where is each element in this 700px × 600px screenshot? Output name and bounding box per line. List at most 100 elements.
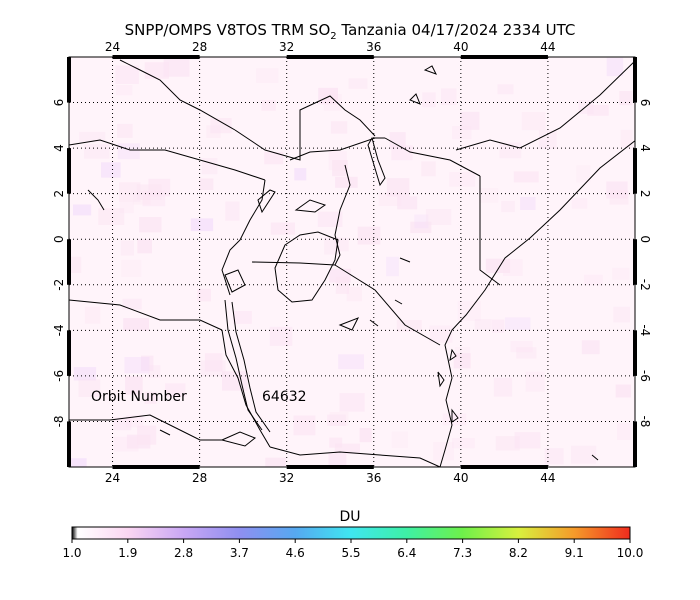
lake-rukwa bbox=[338, 317, 360, 331]
lake-turkana bbox=[367, 136, 386, 187]
lake-victoria bbox=[274, 231, 339, 303]
lat-tick-label-right: 2 bbox=[638, 190, 652, 198]
lat-tick-label-right: -2 bbox=[638, 279, 652, 291]
colorbar-tick-label: 6.4 bbox=[397, 546, 416, 560]
so2-pixel bbox=[327, 414, 346, 426]
zambia-border bbox=[69, 299, 223, 331]
so2-pixel bbox=[332, 160, 348, 177]
island-pemba bbox=[449, 348, 457, 362]
so2-pixel bbox=[201, 158, 218, 175]
colorbar-tick-label: 2.8 bbox=[174, 546, 193, 560]
so2-pixel bbox=[612, 267, 630, 280]
sudan-border bbox=[234, 95, 376, 161]
right-tick-bar bbox=[633, 148, 637, 194]
lake-malawi bbox=[221, 329, 271, 448]
lat-tick-label-left: 4 bbox=[52, 144, 66, 152]
so2-pixel bbox=[123, 318, 149, 331]
mozambique-border bbox=[269, 446, 441, 467]
somalia-ethiopia-border bbox=[479, 176, 501, 286]
lat-tick-label-right: 4 bbox=[638, 144, 652, 152]
ethiopia-kenya-border bbox=[384, 137, 481, 177]
colorbar-tick-label: 3.7 bbox=[230, 546, 249, 560]
lat-tick-label-right: -4 bbox=[638, 324, 652, 336]
so2-pixel bbox=[148, 178, 171, 197]
so2-pixel bbox=[414, 214, 429, 229]
angola-border bbox=[69, 414, 222, 441]
so2-pixel bbox=[190, 218, 214, 232]
lake-albert bbox=[257, 189, 276, 214]
so2-pixel bbox=[293, 415, 316, 436]
so2-pixel bbox=[359, 428, 372, 443]
so2-pixel bbox=[544, 448, 564, 465]
title-subscript: 2 bbox=[330, 31, 336, 42]
so2-pixel bbox=[199, 178, 214, 190]
so2-pixel bbox=[84, 144, 110, 159]
south-sudan-border bbox=[289, 137, 385, 161]
so2-pixel bbox=[119, 182, 141, 202]
so2-pixel bbox=[115, 65, 139, 84]
so2-pixel bbox=[504, 317, 531, 330]
lat-tick-label-right: -6 bbox=[638, 370, 652, 382]
lon-tick-label-top: 28 bbox=[192, 40, 207, 54]
lat-tick-label-left: -4 bbox=[52, 324, 66, 336]
lat-tick-label-left: -2 bbox=[52, 279, 66, 291]
so2-pixel bbox=[425, 209, 452, 225]
so2-pixel bbox=[339, 393, 365, 412]
map-title: SNPP/OMPS V8TOS TRM SO2 Tanzania 04/17/2… bbox=[125, 21, 576, 42]
so2-pixel bbox=[69, 256, 82, 273]
small-lakes bbox=[87, 189, 599, 461]
red-sea-islands bbox=[409, 65, 438, 105]
colorbar-ramp bbox=[71, 526, 631, 540]
so2-pixel bbox=[334, 443, 360, 454]
lon-tick-label-bottom: 40 bbox=[453, 471, 468, 485]
so2-pixel bbox=[330, 121, 348, 134]
so2-pixel bbox=[613, 306, 630, 323]
right-tick-bar bbox=[633, 57, 637, 103]
top-tick-bar bbox=[286, 55, 374, 59]
so2-pixel bbox=[261, 100, 276, 111]
lat-tick-label-right: -8 bbox=[638, 415, 652, 427]
left-tick-bar bbox=[67, 421, 71, 467]
so2-pixel bbox=[144, 391, 157, 404]
lon-tick-label-top: 44 bbox=[540, 40, 555, 54]
so2-pixel bbox=[335, 276, 350, 294]
coastlines-and-borders bbox=[69, 59, 635, 467]
left-tick-bar bbox=[67, 148, 71, 194]
so2-pixel bbox=[422, 92, 436, 108]
so2-pixel bbox=[270, 222, 295, 235]
so2-pixel bbox=[84, 306, 101, 324]
bottom-tick-bar bbox=[112, 465, 200, 469]
so2-pixel bbox=[225, 201, 240, 221]
lat-tick-label-left: -8 bbox=[52, 415, 66, 427]
so2-pixel bbox=[460, 111, 480, 130]
frame-tick-bars bbox=[67, 55, 637, 469]
so2-pixel bbox=[324, 237, 340, 255]
so2-pixel bbox=[121, 259, 142, 277]
island-mafia bbox=[451, 408, 459, 423]
graticule bbox=[69, 57, 635, 467]
top-tick-bar bbox=[460, 55, 548, 59]
so2-pixel bbox=[386, 256, 399, 277]
so2-pixel bbox=[571, 445, 597, 464]
lon-tick-label-bottom: 32 bbox=[279, 471, 294, 485]
so2-pixel bbox=[73, 204, 92, 216]
so2-pixel bbox=[269, 326, 293, 346]
so2-pixel bbox=[318, 87, 338, 105]
so2-pixel bbox=[148, 365, 161, 378]
so2-pixel bbox=[122, 298, 142, 310]
kenya-tanzania-border bbox=[334, 264, 441, 346]
lake-edward bbox=[224, 269, 246, 293]
colorbar-ticks: 1.0 1.9 2.8 3.7 4.6 5.5 6.4 7.3 8.2 9.1 10.0 bbox=[62, 539, 643, 560]
lat-tick-label-left: 0 bbox=[52, 235, 66, 243]
so2-pixel bbox=[137, 239, 152, 254]
so2-pixel bbox=[513, 171, 539, 183]
so2-pixel bbox=[485, 258, 511, 273]
island-zanzibar bbox=[437, 371, 445, 388]
so2-pixel bbox=[501, 200, 515, 213]
so2-pixel bbox=[510, 341, 533, 353]
colorbar-tick-label: 8.2 bbox=[509, 546, 528, 560]
so2-pixel bbox=[79, 131, 106, 142]
lon-tick-label-bottom: 44 bbox=[540, 471, 555, 485]
so2-pixel bbox=[606, 181, 628, 199]
so2-pixel bbox=[346, 286, 362, 302]
